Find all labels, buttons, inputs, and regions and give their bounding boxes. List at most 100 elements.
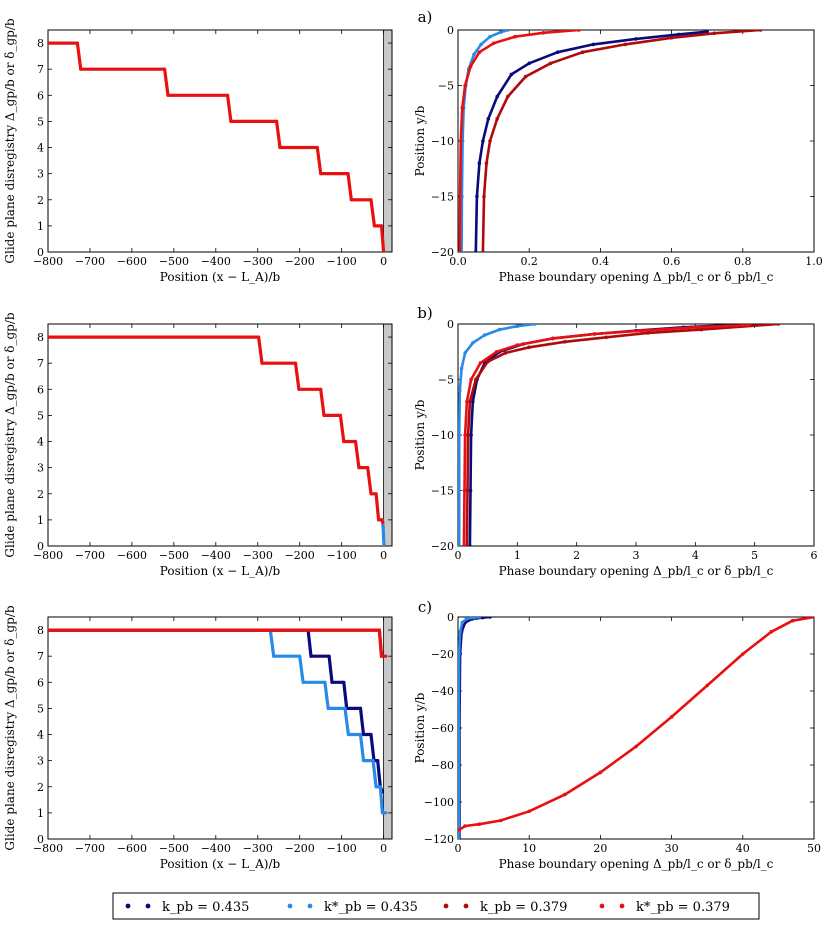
y-tick-label: 2 [37, 488, 44, 501]
plot-frame [47, 616, 393, 840]
x-tick-label: −400 [201, 549, 231, 562]
data-point [515, 343, 520, 347]
data-point [551, 336, 555, 341]
data-point [705, 683, 709, 688]
legend: k_pb = 0.435 k*_pb = 0.435 k_pb = 0.379 … [112, 892, 760, 920]
y-axis-label: Position y/b [413, 105, 427, 176]
data-point [79, 67, 83, 71]
data-point [382, 250, 386, 252]
data-point [485, 359, 490, 364]
data-point [527, 61, 531, 66]
legend-label-2: k_pb = 0.379 [480, 900, 567, 915]
data-point [533, 324, 537, 326]
data-point [477, 161, 482, 165]
data-point [563, 340, 567, 344]
y-tick-label: 3 [37, 462, 44, 475]
data-point [527, 809, 531, 814]
x-tick-label: 2 [573, 549, 580, 562]
y-tick-label: 7 [37, 63, 44, 76]
chart-c-left: −800 −700 −600 −500 −400 −300 −200 −100 0 0 1 2 3 4 5 6… [3, 605, 393, 871]
y-tick-label: 0 [447, 24, 454, 37]
data-point [460, 105, 465, 110]
data-point [463, 824, 467, 828]
chart-b-right: 0 1 2 3 4 5 6 0 −5 −10 −15 −20 Phase boundary openin… [413, 318, 818, 578]
x-axis-label: Phase boundary opening Δ_pb/l_c or δ_pb/… [499, 270, 774, 284]
data-point [523, 74, 528, 79]
x-tick-label: 50 [807, 842, 821, 855]
data-point [812, 617, 814, 619]
data-point [381, 526, 385, 530]
legend-box [112, 892, 760, 920]
data-point [513, 34, 517, 39]
shaded-region [383, 616, 393, 840]
data-point [48, 628, 50, 632]
data-point [309, 654, 313, 658]
x-tick-label: −100 [327, 255, 357, 268]
y-tick-label: 3 [37, 755, 44, 768]
data-point [272, 654, 276, 658]
data-point [48, 41, 50, 45]
data-point [469, 433, 473, 437]
plots-group: −800 −700 −600 −500 −400 −300 −200 −100 00123456… [3, 18, 823, 871]
x-tick-label: −200 [285, 549, 315, 562]
data-point [323, 680, 327, 684]
data-point [776, 324, 781, 326]
chart-c-right: 0 10 20 30 40 50 0 −20 −40 −60 −80 −100 −120 Phase bo… [413, 611, 821, 871]
data-point [257, 335, 261, 339]
y-axis-label: Glide plane disregistry Δ_gp/b or δ_gp/b [3, 605, 17, 850]
series-line-b-right-1 [458, 324, 536, 546]
y-tick-label: 5 [37, 409, 44, 422]
x-tick-label: 0.0 [449, 255, 467, 268]
data-point [322, 413, 326, 417]
data-point [475, 194, 479, 199]
data-point [459, 139, 463, 143]
x-tick-label: 0 [455, 549, 462, 562]
data-point [474, 377, 478, 382]
legend-marker-0a [125, 903, 131, 909]
data-point [459, 366, 464, 371]
legend-label-0: k_pb = 0.435 [162, 900, 249, 915]
x-tick-label: −600 [117, 549, 147, 562]
data-point [465, 399, 469, 404]
x-tick-label: −800 [33, 549, 63, 562]
x-tick-label: 20 [593, 842, 607, 855]
data-point [481, 617, 485, 620]
plot-frame [457, 616, 815, 840]
data-point [384, 654, 388, 658]
y-tick-label: 2 [37, 194, 44, 207]
data-point [297, 387, 301, 391]
shaded-region [383, 323, 393, 547]
data-point [640, 328, 644, 333]
data-point [374, 492, 378, 496]
y-tick-label: 7 [37, 650, 44, 663]
data-point [468, 488, 473, 493]
data-point [458, 250, 462, 252]
data-point [494, 350, 499, 354]
shaded-region [383, 29, 393, 253]
data-point [466, 433, 470, 437]
data-point [472, 52, 476, 57]
x-axis-label: Position (x − L_A)/b [160, 857, 281, 871]
data-point [369, 198, 373, 202]
data-point [515, 324, 520, 329]
data-point [377, 518, 381, 522]
x-tick-label: −500 [159, 549, 189, 562]
data-point [229, 119, 233, 123]
data-point [463, 433, 467, 437]
data-point [669, 36, 674, 40]
data-point [580, 50, 585, 54]
data-point [484, 161, 489, 165]
data-point [75, 41, 79, 45]
x-tick-label: −700 [75, 255, 105, 268]
data-point [465, 544, 469, 546]
data-point [498, 30, 503, 34]
data-point [495, 94, 500, 99]
x-tick-label: −800 [33, 255, 63, 268]
data-point [278, 145, 282, 150]
x-tick-label: −100 [327, 842, 357, 855]
data-point [358, 706, 363, 711]
data-point [634, 744, 638, 749]
y-tick-label: 8 [37, 37, 44, 50]
data-point [315, 145, 319, 150]
x-tick-label: −800 [33, 842, 63, 855]
